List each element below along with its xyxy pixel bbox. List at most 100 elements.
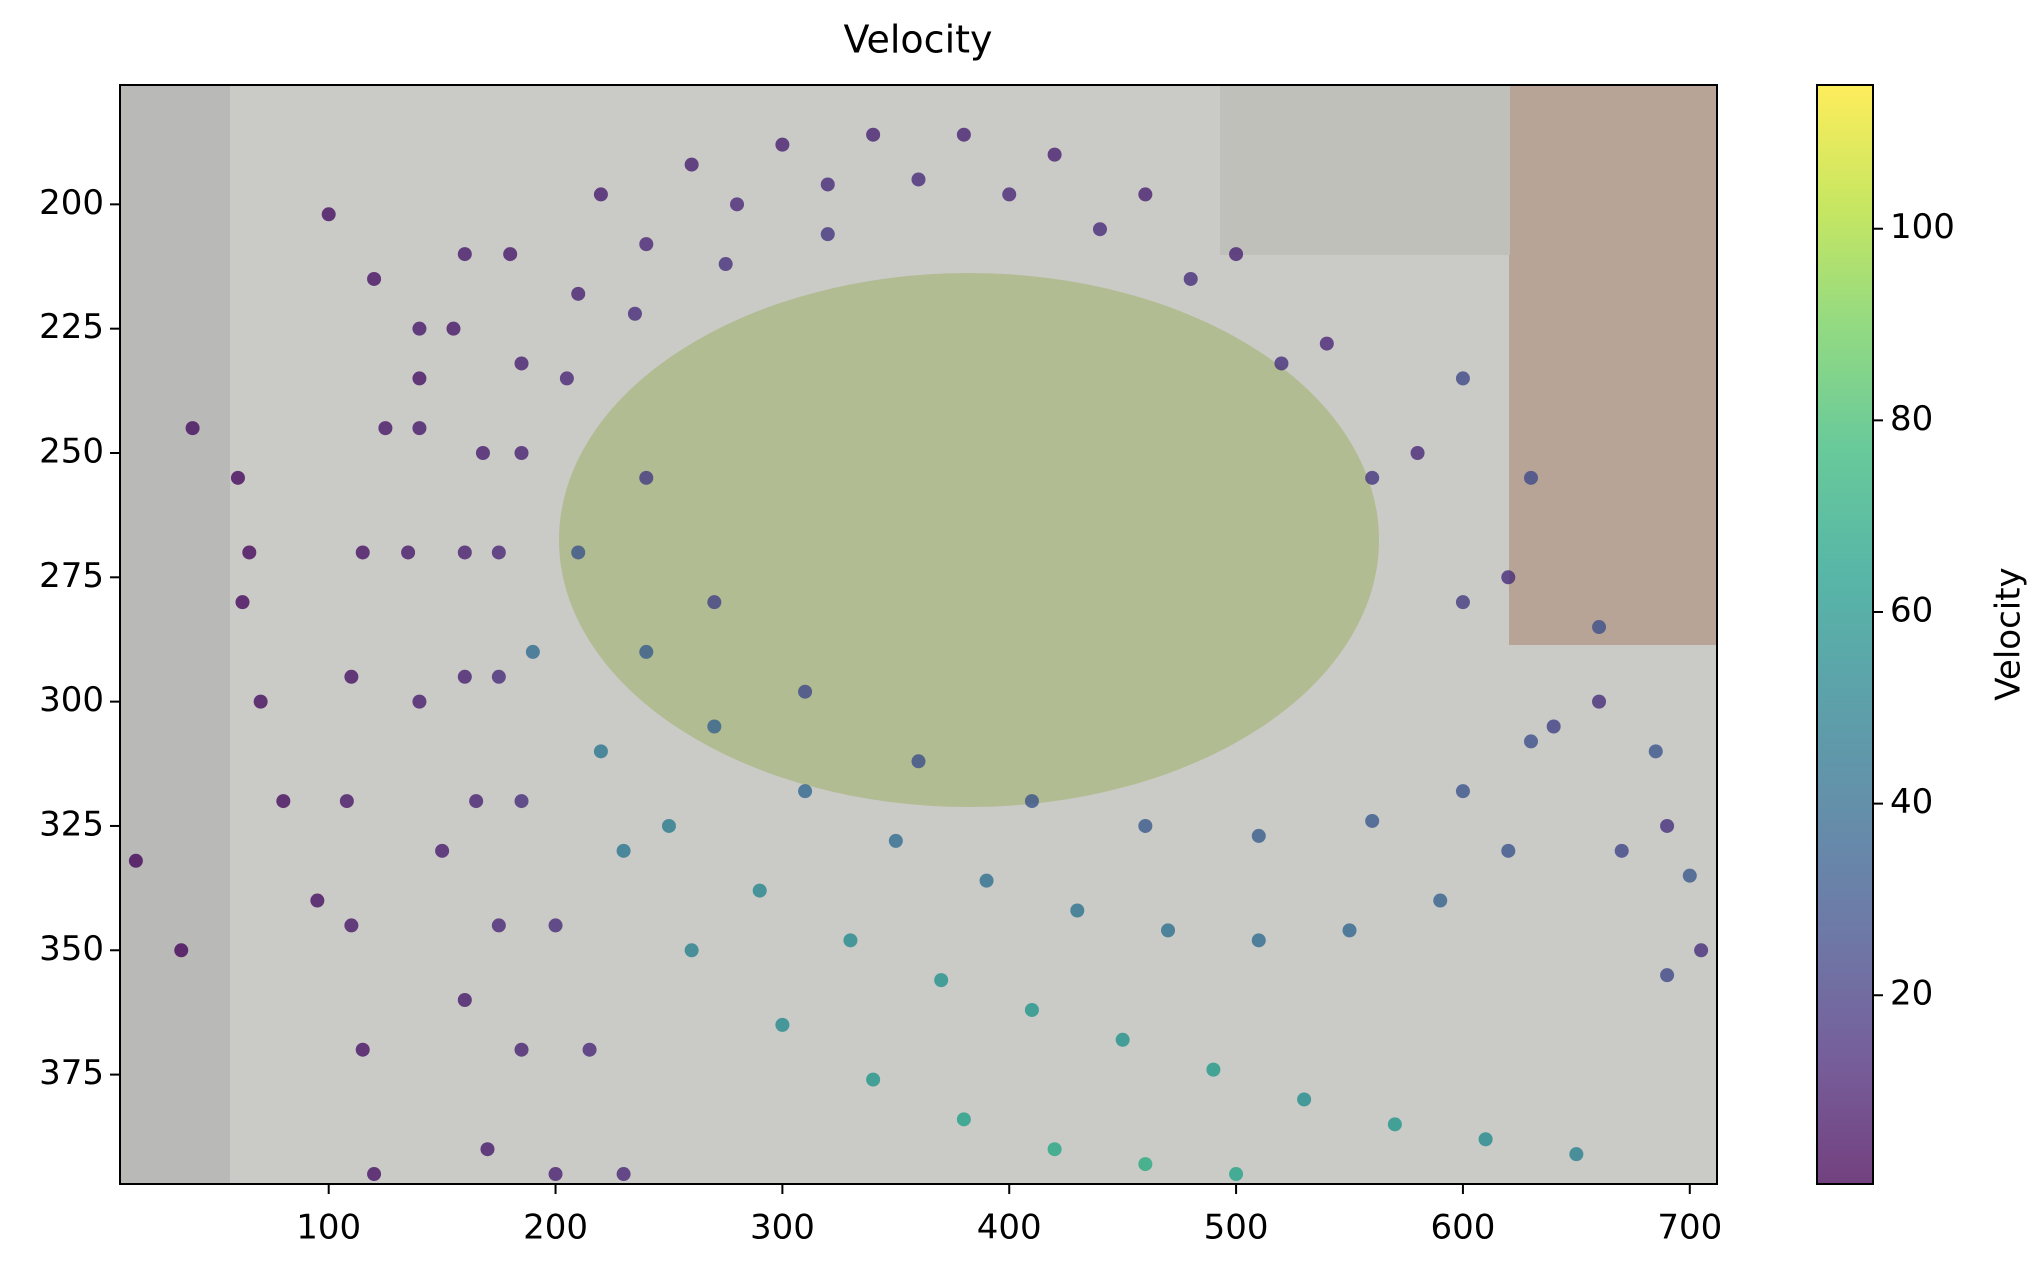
point — [1138, 187, 1153, 202]
point — [684, 157, 699, 172]
point — [1024, 1002, 1039, 1017]
y-tick-label: 325 — [39, 804, 104, 844]
point — [491, 545, 506, 560]
point — [582, 1042, 597, 1057]
point — [820, 177, 835, 192]
point — [367, 271, 382, 286]
point — [1365, 813, 1380, 828]
point — [627, 306, 642, 321]
point — [1523, 734, 1538, 749]
point — [911, 754, 926, 769]
point — [1342, 923, 1357, 938]
background-photo — [120, 85, 1717, 1184]
y-tick-label: 275 — [39, 556, 104, 596]
point — [934, 973, 949, 988]
point — [344, 669, 359, 684]
points — [128, 127, 1709, 1182]
point — [491, 669, 506, 684]
point — [514, 794, 529, 809]
point — [1138, 1157, 1153, 1172]
point — [514, 356, 529, 371]
point — [457, 669, 472, 684]
point — [639, 644, 654, 659]
point — [798, 684, 813, 699]
point — [1047, 147, 1062, 162]
point — [457, 247, 472, 262]
point — [128, 853, 143, 868]
x-tick-label: 100 — [296, 1208, 361, 1248]
point — [571, 545, 586, 560]
y-tick-label: 350 — [39, 929, 104, 969]
point — [1297, 1092, 1312, 1107]
point — [491, 918, 506, 933]
point — [1251, 828, 1266, 843]
point — [378, 421, 393, 436]
point — [866, 1072, 881, 1087]
y-tick-label: 375 — [39, 1053, 104, 1093]
point — [310, 893, 325, 908]
point — [548, 918, 563, 933]
point — [956, 127, 971, 142]
point — [1138, 818, 1153, 833]
colorbar-tick-label: 20 — [1890, 974, 1933, 1014]
x-tick-label: 200 — [523, 1208, 588, 1248]
point — [639, 237, 654, 252]
point — [1501, 570, 1516, 585]
point — [1660, 818, 1675, 833]
point — [401, 545, 416, 560]
point — [1660, 968, 1675, 983]
point — [412, 371, 427, 386]
point — [339, 794, 354, 809]
x-tick-label: 400 — [977, 1208, 1042, 1248]
point — [480, 1142, 495, 1157]
colorbar-tick-label: 60 — [1890, 590, 1933, 630]
point — [559, 371, 574, 386]
point — [457, 993, 472, 1008]
y-tick-label: 225 — [39, 307, 104, 347]
point — [1229, 1167, 1244, 1182]
point — [1002, 187, 1017, 202]
chart-title: Velocity — [843, 18, 992, 62]
point — [1229, 247, 1244, 262]
point — [1433, 893, 1448, 908]
point — [1546, 719, 1561, 734]
point — [355, 1042, 370, 1057]
y-tick-label: 250 — [39, 431, 104, 471]
point — [820, 227, 835, 242]
point — [185, 421, 200, 436]
point — [412, 694, 427, 709]
colorbar-tick-label: 40 — [1890, 782, 1933, 822]
point — [1251, 933, 1266, 948]
point — [1047, 1142, 1062, 1157]
x-tick-label: 600 — [1430, 1208, 1495, 1248]
colorbar-tick-label: 80 — [1890, 399, 1933, 439]
point — [1682, 868, 1697, 883]
point — [1501, 843, 1516, 858]
point — [469, 794, 484, 809]
point — [775, 1017, 790, 1032]
point — [888, 833, 903, 848]
point — [276, 794, 291, 809]
point — [446, 321, 461, 336]
point — [1319, 336, 1334, 351]
colorbar-label: Velocity — [1989, 567, 2029, 700]
point — [1569, 1147, 1584, 1162]
point — [412, 321, 427, 336]
point — [525, 644, 540, 659]
point — [1274, 356, 1289, 371]
point — [1523, 470, 1538, 485]
colorbar — [1816, 84, 1874, 1185]
point — [639, 470, 654, 485]
point — [548, 1167, 563, 1182]
point — [1455, 595, 1470, 610]
point — [616, 1167, 631, 1182]
point — [1070, 903, 1085, 918]
x-tick-label: 700 — [1657, 1208, 1722, 1248]
point — [707, 595, 722, 610]
x-tick-label: 300 — [750, 1208, 815, 1248]
y-tick-label: 200 — [39, 183, 104, 223]
point — [1387, 1117, 1402, 1132]
point — [235, 595, 250, 610]
point — [355, 545, 370, 560]
